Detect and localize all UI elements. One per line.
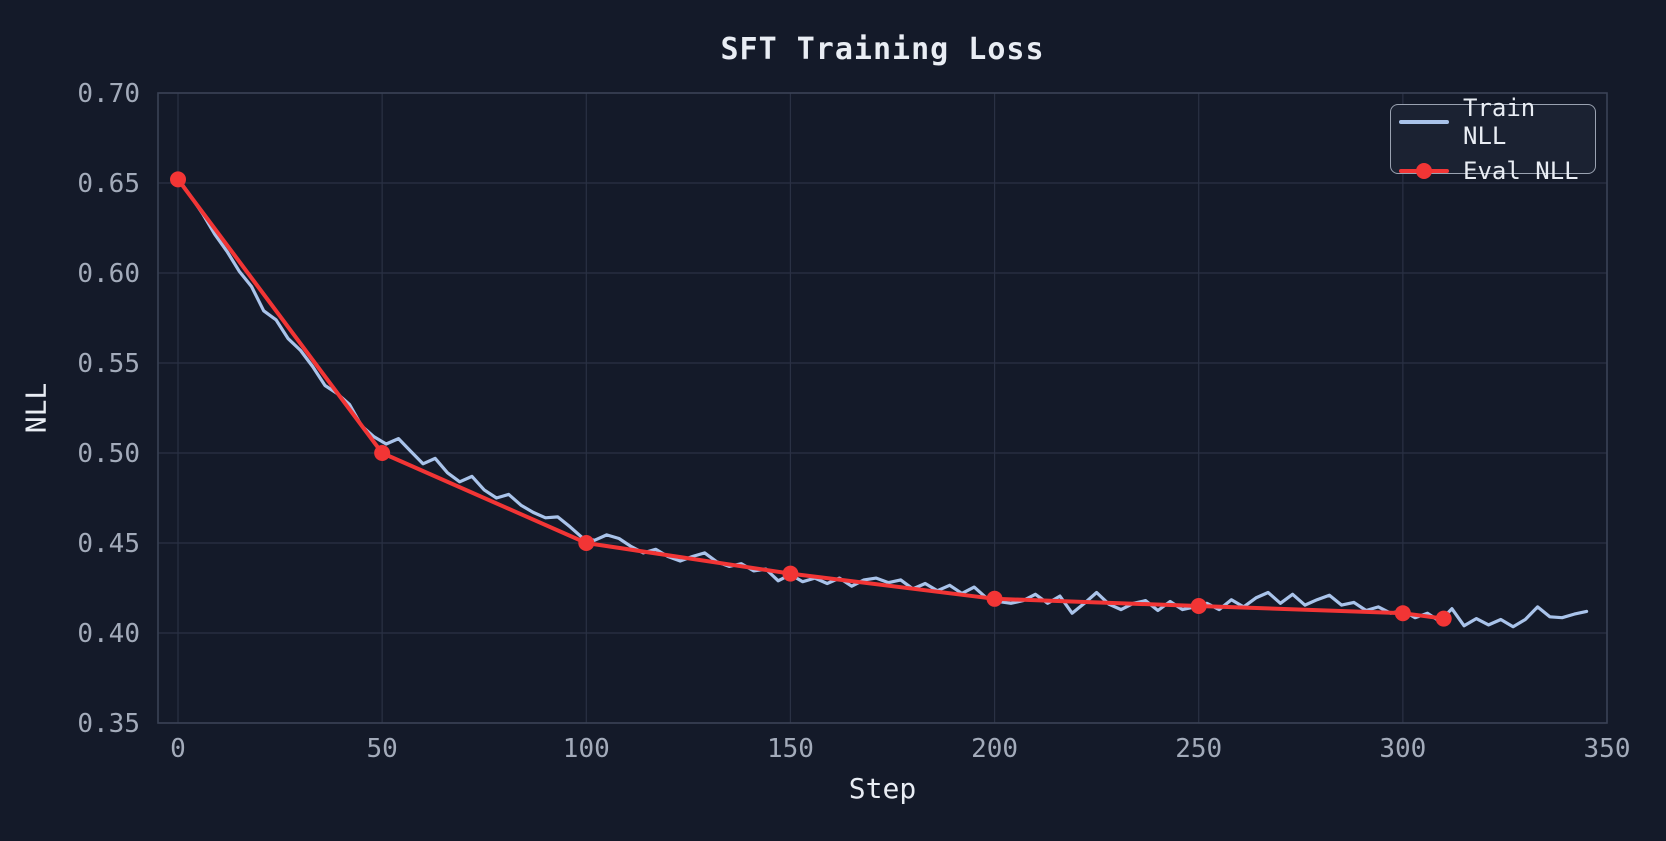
y-tick-label: 0.45 xyxy=(77,529,140,559)
y-tick-label: 0.50 xyxy=(77,439,140,469)
eval-nll-marker xyxy=(374,445,391,461)
eval-nll-marker xyxy=(1394,605,1411,622)
eval-nll-marker xyxy=(1190,598,1207,614)
train-nll-line xyxy=(176,176,1589,629)
eval-nll-marker xyxy=(578,535,595,551)
legend: Train NLL Eval NLL xyxy=(1390,94,1596,185)
y-axis-label-text: NLL xyxy=(19,382,53,434)
eval-line-swatch xyxy=(1399,162,1449,179)
legend-label-eval: Eval NLL xyxy=(1463,156,1579,185)
y-tick-label: 0.70 xyxy=(77,79,140,109)
x-axis-label: Step xyxy=(848,772,917,805)
eval-nll-marker xyxy=(986,590,1003,607)
x-tick-label: 100 xyxy=(563,734,610,764)
x-tick-label: 300 xyxy=(1379,734,1426,764)
x-tick-label: 250 xyxy=(1175,734,1222,764)
x-tick-label: 150 xyxy=(767,734,814,764)
eval-nll-marker xyxy=(170,171,187,188)
eval-marker-dot-icon xyxy=(1416,162,1432,179)
eval-nll-marker xyxy=(782,565,799,582)
y-tick-label: 0.40 xyxy=(77,619,140,649)
legend-label-train: Train NLL xyxy=(1463,93,1536,150)
y-tick-label: 0.35 xyxy=(77,709,140,739)
y-tick-label: 0.55 xyxy=(77,349,140,379)
plot-border xyxy=(157,92,1608,724)
train-line-swatch xyxy=(1399,119,1449,124)
x-tick-label: 0 xyxy=(170,734,186,764)
x-tick-label: 50 xyxy=(366,734,397,764)
y-tick-label: 0.65 xyxy=(77,169,140,199)
x-tick-label: 350 xyxy=(1584,734,1631,764)
chart-title: SFT Training Loss xyxy=(720,32,1045,67)
y-tick-label: 0.60 xyxy=(77,259,140,289)
x-tick-label: 200 xyxy=(971,734,1018,764)
eval-nll-marker xyxy=(1435,610,1452,627)
eval-nll-line xyxy=(176,177,1446,621)
axes-background xyxy=(158,93,1607,723)
legend-row-eval: Eval NLL xyxy=(1399,157,1583,185)
legend-row-train: Train NLL xyxy=(1399,94,1583,150)
